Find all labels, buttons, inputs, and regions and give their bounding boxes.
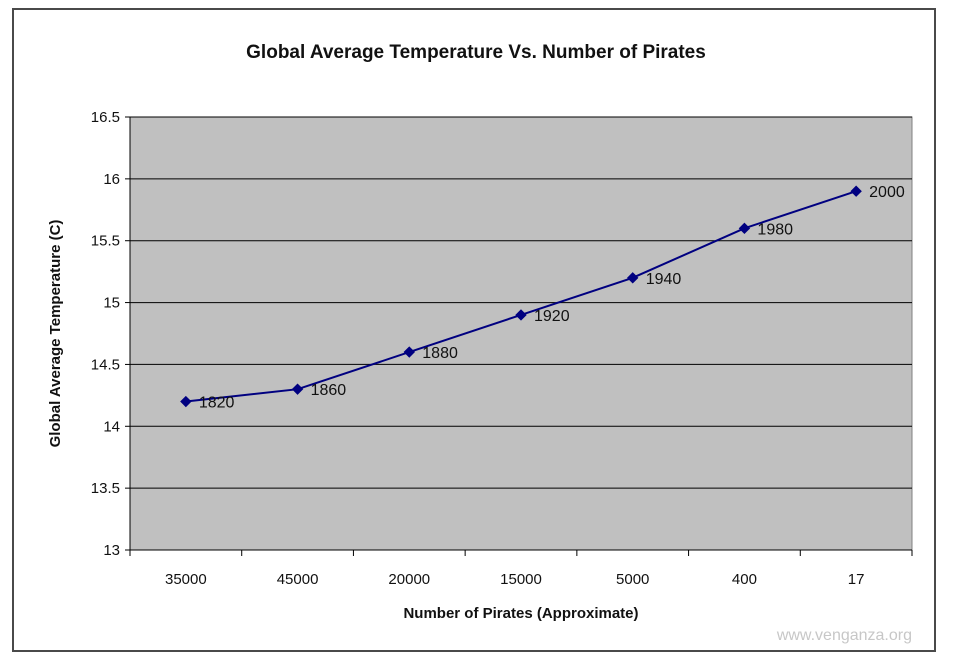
data-point-marker: [403, 346, 415, 358]
gridlines: [130, 116, 912, 489]
x-tick-labels: 35000 45000 20000 15000 5000 400 17: [165, 571, 864, 588]
y-tick-label: 13: [103, 542, 120, 559]
data-point-marker: [291, 383, 304, 395]
x-tick-label: 35000: [165, 571, 207, 588]
x-tick-label: 45000: [277, 571, 319, 588]
y-tick-label: 16.5: [91, 109, 120, 126]
watermark-text: www.venganza.org: [776, 627, 912, 644]
x-tick-label: 400: [732, 571, 757, 588]
chart-title: Global Average Temperature Vs. Number of…: [246, 42, 706, 63]
data-point-label: 1940: [646, 271, 682, 288]
y-tick-label: 15: [103, 295, 120, 312]
plot-area: [129, 116, 913, 551]
data-point-label: 1860: [311, 382, 347, 399]
y-tick-labels: 13 13.5 14 14.5 15 15.5 16 16.5: [91, 109, 120, 559]
data-point-marker: [738, 222, 751, 235]
data-point-label: 1920: [534, 308, 570, 325]
y-tick-label: 13.5: [91, 480, 120, 497]
y-tick-label: 14: [103, 418, 120, 435]
x-tick-label: 20000: [388, 571, 430, 588]
series-group: 1820 1860 1880 1920 1940 1980 2000: [180, 184, 905, 412]
x-axis-title: Number of Pirates (Approximate): [403, 605, 638, 622]
data-point-marker: [515, 309, 527, 321]
y-tick-label: 15.5: [91, 233, 120, 250]
data-point-marker: [180, 395, 192, 408]
x-tick-label: 17: [848, 571, 865, 588]
data-point-label: 1880: [422, 345, 458, 362]
data-point-label: 1820: [199, 395, 235, 412]
data-point-marker: [627, 272, 639, 284]
data-point-label: 2000: [869, 184, 905, 201]
axes: [125, 116, 913, 556]
data-point-label: 1980: [757, 221, 793, 238]
data-point-marker: [850, 185, 862, 197]
y-tick-label: 14.5: [91, 356, 120, 373]
y-axis-title: Global Average Temperature (C): [47, 220, 64, 448]
x-tick-label: 15000: [500, 571, 542, 588]
y-tick-label: 16: [103, 171, 120, 188]
x-tick-label: 5000: [616, 571, 649, 588]
